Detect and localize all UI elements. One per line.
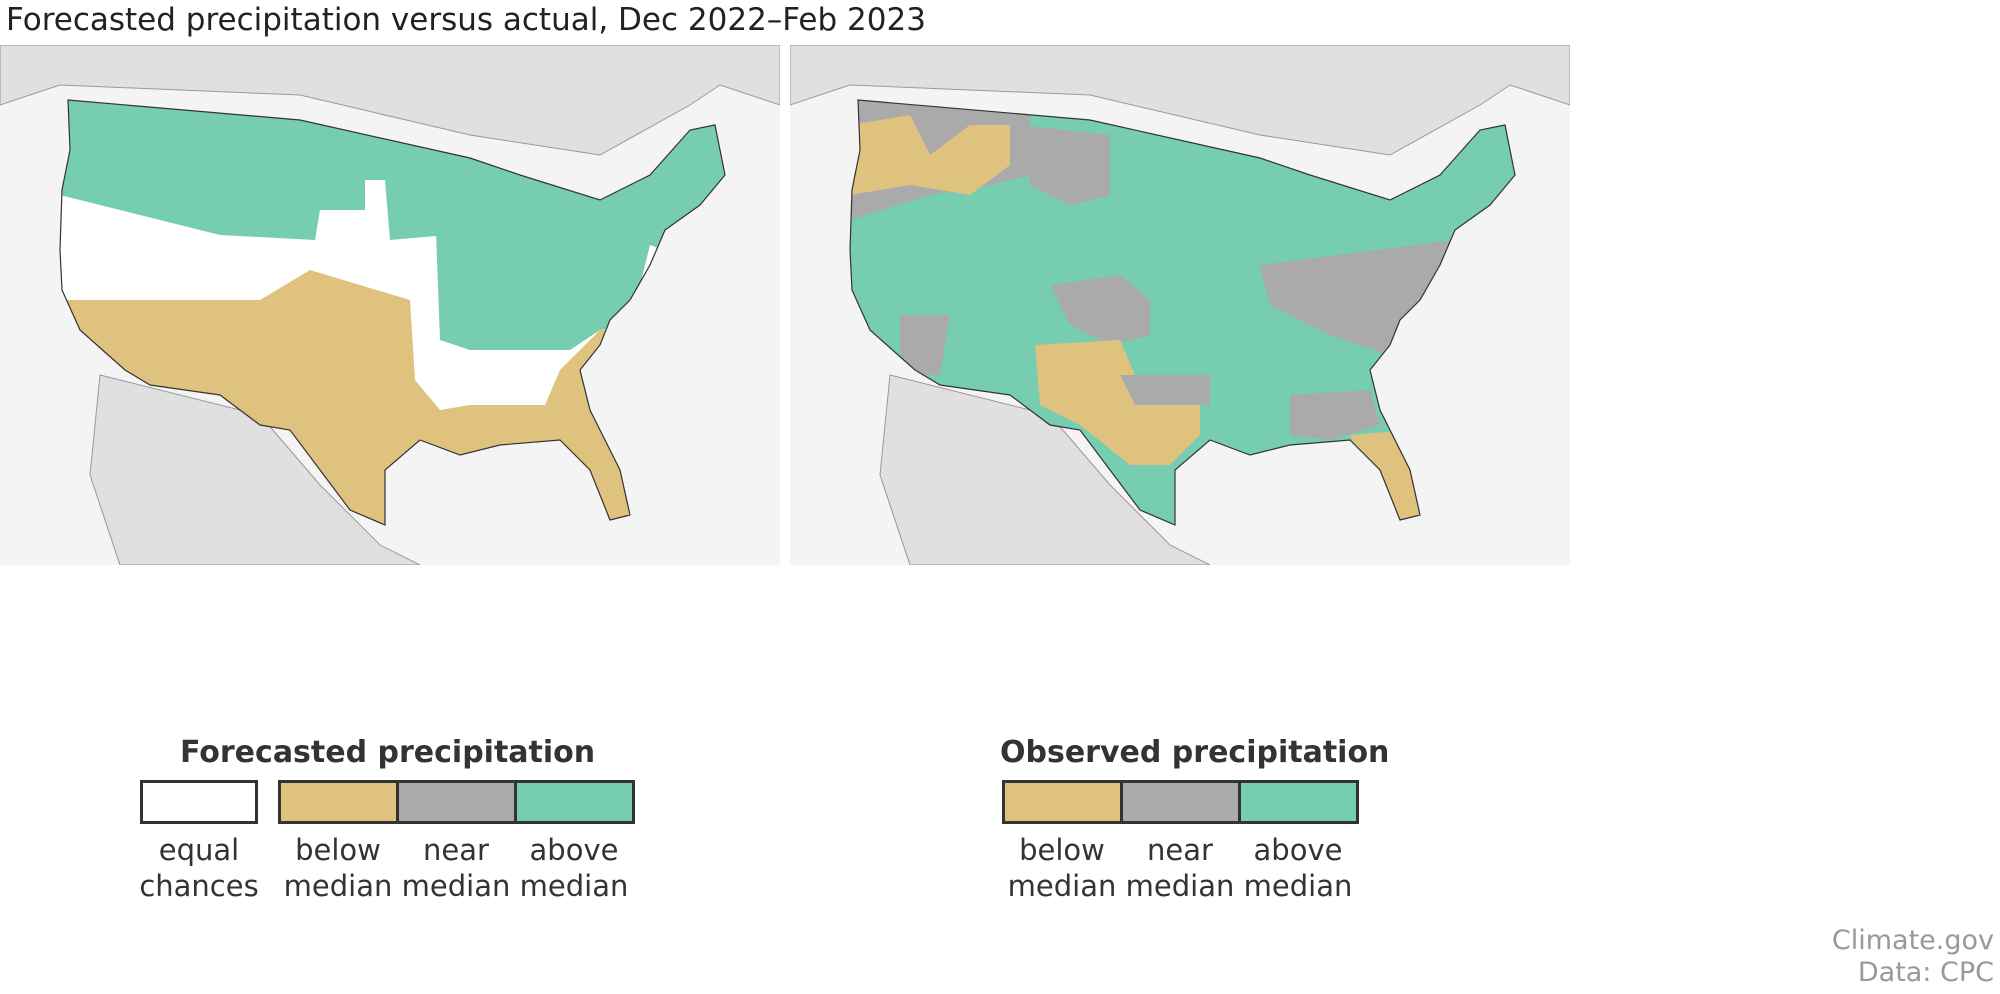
credit-source: Climate.gov bbox=[1831, 925, 1994, 956]
chart-title: Forecasted precipitation versus actual, … bbox=[6, 2, 926, 38]
legend-swatch-above-median bbox=[514, 780, 635, 824]
credit-data: Data: CPC bbox=[1857, 957, 1994, 988]
legend-swatch-above-median bbox=[1238, 780, 1359, 824]
legend-swatch-equal-chances bbox=[140, 780, 258, 824]
forecast-legend-title: Forecasted precipitation bbox=[180, 735, 596, 770]
legend-swatch-near-median bbox=[1120, 780, 1241, 824]
legend-label-below-median: below median bbox=[283, 833, 393, 903]
forecast-map bbox=[0, 45, 780, 565]
legend-label-below-median: below median bbox=[1007, 833, 1117, 903]
legend-label-above-median: above median bbox=[519, 833, 629, 903]
legend-label-near-median: near median bbox=[401, 833, 511, 903]
legend-label-above-median: above median bbox=[1243, 833, 1353, 903]
observed-legend-title: Observed precipitation bbox=[1000, 735, 1390, 770]
legend-swatch-below-median bbox=[278, 780, 399, 824]
legend-label-near-median: near median bbox=[1125, 833, 1235, 903]
legend-swatch-below-median bbox=[1002, 780, 1123, 824]
legend-label-equal-chances: equal chances bbox=[139, 833, 259, 903]
observed-map bbox=[790, 45, 1570, 565]
legend-swatch-near-median bbox=[396, 780, 517, 824]
